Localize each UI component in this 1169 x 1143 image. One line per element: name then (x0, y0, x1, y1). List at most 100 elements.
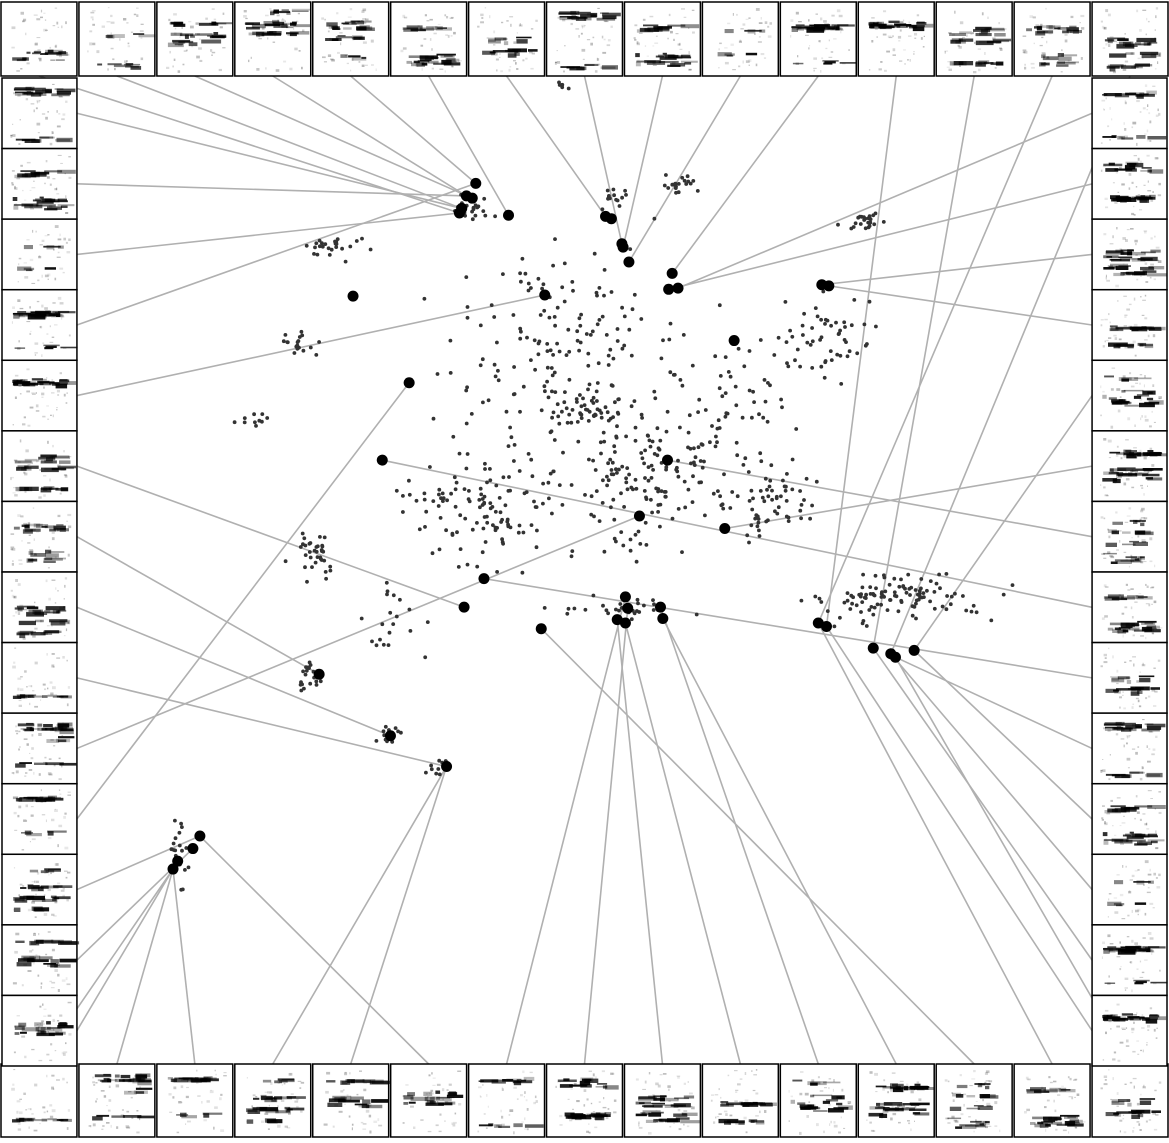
scatter-point (591, 593, 596, 598)
connector-line-bottom-3 (272, 766, 448, 1065)
scatter-point (458, 547, 463, 551)
scatter-point (829, 323, 833, 328)
scatter-point (614, 435, 619, 440)
scatter-point (772, 353, 777, 357)
scatter-point (642, 603, 646, 608)
scatter-point (498, 510, 503, 515)
connector-line-bottom-5 (199, 835, 430, 1065)
scatter-point (682, 479, 687, 484)
scatter-point (549, 366, 554, 370)
scatter-point (312, 252, 316, 256)
scatter-point (546, 480, 551, 485)
scatter-point (770, 497, 774, 502)
scatter-point (650, 439, 655, 444)
scatter-point (589, 494, 594, 499)
scatter-point (606, 196, 610, 201)
scatter-point (583, 493, 587, 497)
scatter-point (295, 340, 300, 344)
highlighted-point (823, 280, 835, 292)
highlighted-point (167, 863, 179, 875)
scatter-point (301, 348, 306, 353)
scatter-point (485, 480, 489, 485)
scatter-point (539, 408, 544, 413)
scatter-point (625, 466, 630, 470)
connector-line-right-6 (667, 459, 1093, 538)
scatter-point (611, 415, 615, 419)
scatter-point (452, 475, 457, 480)
scatter-point (758, 338, 763, 342)
scatter-point (535, 528, 539, 533)
scatter-point (317, 238, 322, 243)
scatter-point (813, 306, 818, 310)
scatter-point (253, 420, 257, 425)
scatter-point (381, 729, 386, 734)
scatter-point (423, 655, 428, 660)
scatter-point (285, 340, 290, 344)
scatter-point (650, 510, 654, 515)
scatter-point (617, 467, 621, 472)
scatter-point (854, 603, 859, 608)
scatter-point (557, 349, 562, 354)
scatter-point (676, 507, 681, 511)
connector-line-left-4 (76, 294, 545, 397)
scatter-point (508, 525, 513, 530)
scatter-point (848, 607, 853, 611)
scatter-point (604, 333, 609, 337)
scatter-point (711, 491, 716, 496)
scatter-point (762, 378, 767, 382)
scatter-point (594, 389, 599, 394)
scatter-point (885, 608, 890, 612)
highlighted-point (503, 209, 515, 221)
scatter-point (819, 317, 823, 322)
scatter-point (793, 358, 797, 363)
scatter-point (431, 416, 436, 421)
scatter-point (867, 224, 872, 228)
scatter-point (686, 445, 690, 450)
scatter-point (542, 308, 547, 313)
scatter-point (509, 435, 514, 440)
scatter-point (334, 245, 339, 250)
highlighted-point (347, 290, 359, 302)
scatter-point (643, 448, 647, 453)
scatter-point (949, 594, 954, 599)
scatter-point (674, 190, 678, 195)
scatter-point (548, 471, 553, 476)
connector-line-left-8 (76, 677, 447, 768)
connector-line-left-3 (76, 182, 477, 326)
scatter-point (819, 364, 824, 369)
scatter-point (605, 483, 609, 488)
scatter-point (749, 523, 754, 528)
scatter-point (767, 484, 772, 489)
scatter-point (506, 489, 511, 493)
scatter-point (588, 333, 593, 337)
scatter-point (465, 385, 469, 390)
scatter-point (318, 679, 323, 684)
scatter-point (646, 478, 651, 483)
scatter-point (301, 542, 305, 547)
scatter-point (493, 528, 498, 533)
scatter-point (914, 616, 918, 621)
scatter-point (483, 461, 487, 466)
scatter-point (682, 178, 687, 183)
connector-line-top-4 (350, 75, 477, 184)
scatter-point (971, 603, 976, 608)
scatter-point (747, 499, 752, 503)
scatter-point (570, 408, 575, 412)
highlighted-point (617, 241, 629, 253)
scatter-point (517, 469, 522, 473)
scatter-point (867, 214, 872, 219)
scatter-point (465, 315, 470, 320)
scatter-point (383, 724, 388, 729)
scatter-point (652, 389, 657, 394)
scatter-point (639, 412, 644, 417)
spectrogram-thumbnail-left-13 (1, 994, 78, 1067)
scatter-point (581, 396, 585, 401)
scatter-point (758, 489, 763, 493)
scatter-point (541, 481, 545, 486)
scatter-point (608, 457, 613, 462)
scatter-point (565, 611, 570, 616)
scatter-point (615, 339, 620, 343)
scatter-point (186, 865, 191, 870)
scatter-point (964, 608, 969, 613)
scatter-point (666, 186, 671, 190)
